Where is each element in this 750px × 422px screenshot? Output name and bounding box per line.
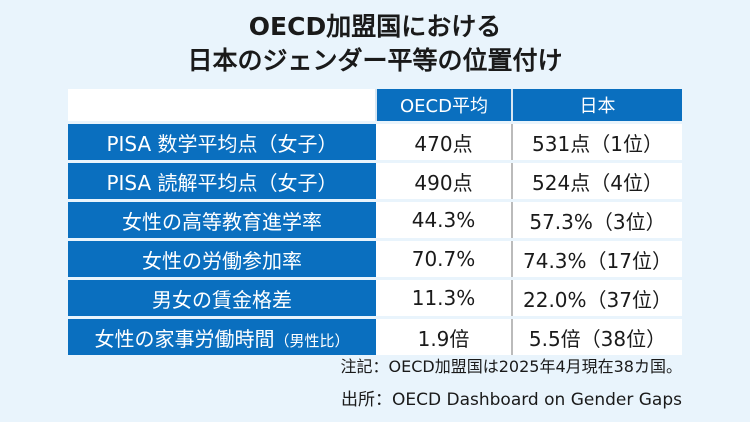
table-header-row: OECD平均 日本 <box>68 89 682 123</box>
row-label-text: PISA 読解平均点（女子） <box>106 170 338 195</box>
header-oecd-average: OECD平均 <box>375 89 512 123</box>
table-row: 女性の家事労働時間（男性比） 1.9倍 5.5倍（38位） <box>68 316 682 355</box>
row-label-suffix: （男性比） <box>274 331 350 350</box>
oecd-value: 11.3% <box>376 277 512 318</box>
row-label: 男女の賃金格差 <box>68 277 376 318</box>
title-line-1: OECD加盟国における <box>248 12 502 41</box>
japan-value: 74.3%（17位） <box>511 238 682 279</box>
row-label: 女性の労働参加率 <box>68 238 376 279</box>
page-title: OECD加盟国における 日本のジェンダー平等の位置付け <box>0 10 750 78</box>
japan-value: 5.5倍（38位） <box>511 316 682 355</box>
table-row: 女性の労働参加率 70.7% 74.3%（17位） <box>68 238 682 279</box>
row-label: PISA 読解平均点（女子） <box>68 160 376 201</box>
oecd-value: 470点 <box>376 121 512 162</box>
row-label: 女性の家事労働時間（男性比） <box>68 316 376 355</box>
row-label-text: 女性の家事労働時間 <box>94 326 275 351</box>
row-label-text: PISA 数学平均点（女子） <box>106 131 338 156</box>
row-label-text: 女性の労働参加率 <box>142 248 302 273</box>
row-label-text: 男女の賃金格差 <box>152 287 292 312</box>
japan-value: 22.0%（37位） <box>511 277 682 318</box>
header-japan: 日本 <box>511 89 682 123</box>
row-label-text: 女性の高等教育進学率 <box>122 209 322 234</box>
japan-value: 57.3%（3位） <box>511 199 682 240</box>
oecd-value: 490点 <box>376 160 512 201</box>
row-label: 女性の高等教育進学率 <box>68 199 376 240</box>
table-row: 男女の賃金格差 11.3% 22.0%（37位） <box>68 277 682 318</box>
table-row: 女性の高等教育進学率 44.3% 57.3%（3位） <box>68 199 682 240</box>
header-blank <box>68 89 376 123</box>
source-note: 出所：OECD Dashboard on Gender Gaps <box>341 390 682 410</box>
oecd-value: 70.7% <box>376 238 512 279</box>
oecd-value: 44.3% <box>376 199 512 240</box>
row-label: PISA 数学平均点（女子） <box>68 121 376 162</box>
table-row: PISA 読解平均点（女子） 490点 524点（4位） <box>68 160 682 201</box>
table-row: PISA 数学平均点（女子） 470点 531点（1位） <box>68 121 682 162</box>
comparison-table: OECD平均 日本 PISA 数学平均点（女子） 470点 531点（1位） PI… <box>68 89 682 355</box>
oecd-value: 1.9倍 <box>376 316 512 355</box>
title-line-2: 日本のジェンダー平等の位置付け <box>187 46 563 75</box>
footnote: 注記：OECD加盟国は2025年4月現在38カ国。 <box>340 357 682 376</box>
japan-value: 524点（4位） <box>511 160 682 201</box>
japan-value: 531点（1位） <box>511 121 682 162</box>
